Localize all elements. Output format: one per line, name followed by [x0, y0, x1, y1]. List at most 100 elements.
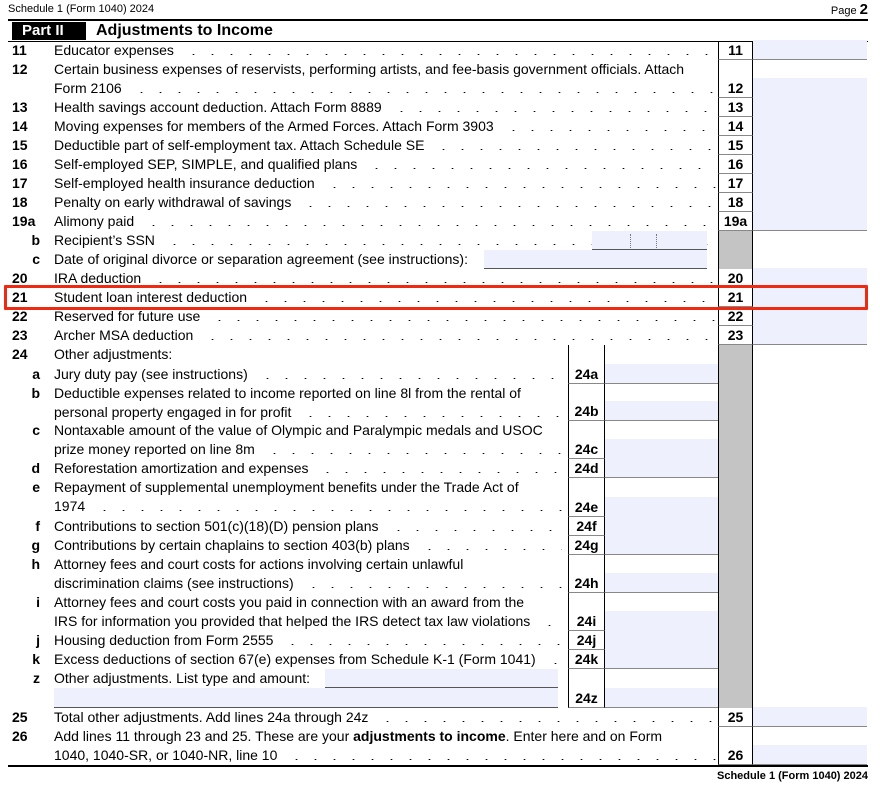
line-24h-amount-field[interactable]	[605, 555, 718, 593]
description-text: Recipient’s SSN	[54, 232, 155, 248]
line-number: h	[31, 556, 40, 572]
field-fill	[753, 173, 867, 192]
line-description: Repayment of supplemental unemployment b…	[54, 478, 562, 497]
dot-leader	[297, 406, 562, 417]
line-box-label: 22	[718, 307, 753, 326]
line-25-amount-field[interactable]	[753, 707, 867, 727]
line-17-amount-field[interactable]	[753, 173, 867, 193]
line-19a-row: 19a Alimony paid 19a	[8, 211, 868, 231]
divorce-date-field[interactable]	[484, 250, 707, 269]
line-24a-amount-field[interactable]	[605, 364, 718, 384]
bottom-rule	[8, 765, 868, 767]
line-24j-amount-field[interactable]	[605, 630, 718, 650]
line-number: a	[32, 366, 40, 382]
line-number: 16	[12, 156, 28, 172]
description-text: Student loan interest deduction	[54, 289, 248, 305]
description-text: Moving expenses for members of the Armed…	[54, 118, 494, 134]
line-12-amount-field[interactable]	[753, 60, 867, 98]
dot-leader	[260, 443, 562, 454]
line-24e-row: e Repayment of supplemental unemployment …	[8, 478, 868, 517]
line-24i-row: i Attorney fees and court costs you paid …	[8, 593, 868, 631]
dot-leader	[541, 654, 562, 664]
line-11-row: 11 Educator expenses 11	[8, 40, 868, 60]
field-fill	[605, 364, 718, 383]
line-description: Reforestation amortization and expenses	[54, 459, 562, 478]
line-box-label: 26	[718, 727, 753, 765]
line-18-amount-field[interactable]	[753, 192, 867, 212]
line-description: IRS for information you provided that he…	[54, 612, 562, 631]
shaded-column	[718, 631, 753, 650]
line-14-amount-field[interactable]	[753, 116, 867, 136]
line-22-row: 22 Reserved for future use 22	[8, 306, 868, 326]
line-box-label: 24f	[568, 517, 605, 536]
line-number: 26	[12, 728, 28, 744]
line-19a-amount-field[interactable]	[753, 211, 867, 231]
line-15-amount-field[interactable]	[753, 135, 867, 155]
line-26-amount-field[interactable]	[753, 727, 867, 765]
line-11-amount-field[interactable]	[753, 40, 867, 60]
line-number: 17	[12, 175, 28, 191]
description-text: personal property engaged in for profit	[54, 403, 292, 420]
line-24i-amount-field[interactable]	[605, 593, 718, 631]
recipient-ssn-field[interactable]	[592, 231, 707, 250]
page-label: Page	[830, 5, 857, 17]
line-description: discrimination claims (see instructions)	[54, 574, 562, 593]
line-box-label: 24b	[568, 384, 605, 421]
line-number: 24	[12, 346, 28, 362]
description-text: Other adjustments:	[54, 346, 173, 362]
shaded-column	[718, 250, 753, 269]
line-description: Housing deduction from Form 2555	[54, 631, 562, 650]
page-number: Page 2	[831, 1, 868, 18]
line-16-amount-field[interactable]	[753, 154, 867, 174]
field-fill	[605, 458, 718, 477]
description-text: Attorney fees and court costs you paid i…	[54, 594, 525, 610]
line-24k-amount-field[interactable]	[605, 649, 718, 669]
shaded-column	[718, 365, 753, 384]
other-adjustments-type-field-2[interactable]	[54, 688, 558, 708]
line-box-label: 17	[718, 174, 753, 193]
line-24b-amount-field[interactable]	[605, 384, 718, 421]
line-15-row: 15 Deductible part of self-employment tax…	[8, 135, 868, 155]
line-number: d	[31, 460, 40, 476]
description-text: Health savings account deduction. Attach…	[54, 99, 382, 115]
line-24g-amount-field[interactable]	[605, 535, 718, 555]
dot-leader	[297, 197, 716, 207]
line-description: Add lines 11 through 23 and 25. These ar…	[54, 727, 716, 746]
dot-leader	[299, 577, 562, 588]
field-fill	[753, 211, 867, 230]
other-adjustments-type-field[interactable]	[325, 669, 558, 688]
line-13-amount-field[interactable]	[753, 97, 867, 117]
line-c-row: c Date of original divorce or separation …	[8, 250, 868, 269]
line-description: Certain business expenses of reservists,…	[54, 60, 716, 79]
line-number: 13	[12, 99, 28, 115]
dot-leader	[179, 45, 716, 55]
line-box-label: 19a	[718, 212, 753, 231]
line-23-row: 23 Archer MSA deduction 23	[8, 325, 868, 345]
shaded-column	[718, 593, 753, 631]
line-24d-amount-field[interactable]	[605, 458, 718, 478]
shaded-column	[718, 517, 753, 536]
line-box-label: 15	[718, 136, 753, 155]
description-text: Certain business expenses of reservists,…	[54, 61, 685, 77]
shaded-column	[718, 669, 753, 708]
line-description: Jury duty pay (see instructions)	[54, 365, 562, 384]
shaded-column	[718, 650, 753, 669]
line-24f-amount-field[interactable]	[605, 516, 718, 536]
field-fill	[753, 78, 867, 97]
line-24c-amount-field[interactable]	[605, 421, 718, 459]
line-box-label: 24c	[568, 421, 605, 459]
description-text: Deductible part of self-employment tax. …	[54, 137, 425, 153]
line-description: Other adjustments:	[54, 345, 562, 364]
description-text: Reserved for future use	[54, 308, 201, 324]
description-text: Contributions to section 501(c)(18)(D) p…	[54, 518, 379, 534]
dot-leader	[160, 235, 716, 245]
description-text: Other adjustments. List type and amount:	[54, 670, 311, 686]
line-24z-amount-field[interactable]	[605, 669, 718, 708]
description-text: Form 2106	[54, 79, 122, 96]
line-24e-amount-field[interactable]	[605, 478, 718, 517]
dot-leader	[387, 102, 716, 112]
line-number: j	[36, 632, 40, 648]
line-21-highlight	[4, 285, 868, 310]
dot-leader	[147, 273, 716, 283]
line-23-amount-field[interactable]	[753, 325, 867, 345]
